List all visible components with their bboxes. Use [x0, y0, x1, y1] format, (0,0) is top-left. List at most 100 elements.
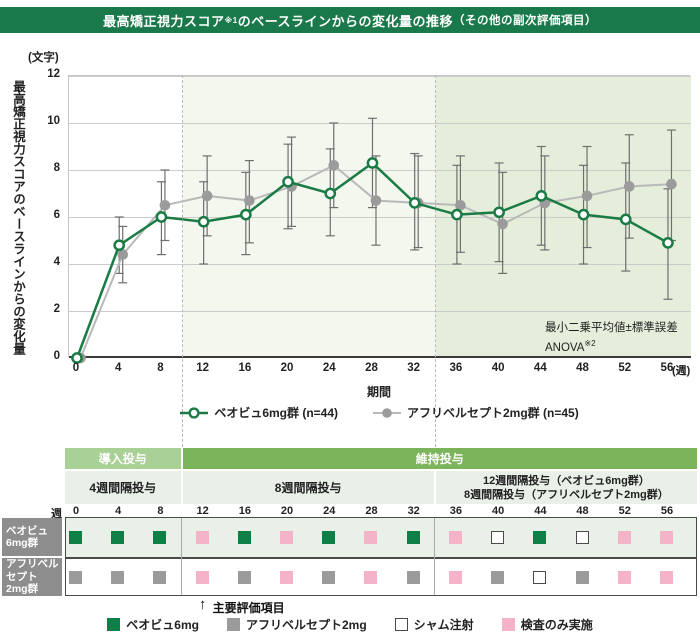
- beovu-square-icon: [107, 618, 121, 631]
- data-point-beovu-w12: [197, 215, 210, 228]
- week-label-36: 36: [449, 505, 463, 517]
- dose-square-beovu-w28-exam: [364, 531, 378, 544]
- data-point-aflibercept-w16: [244, 195, 255, 206]
- week-label-24: 24: [323, 505, 336, 517]
- x-tick-52: 52: [618, 362, 632, 374]
- sham-square-icon: [394, 618, 408, 631]
- dose-square-aflibercept-w48-afl: [575, 570, 589, 584]
- injection-legend-label: ベオビュ6mg: [126, 618, 199, 632]
- data-point-beovu-w40: [493, 206, 505, 219]
- x-tick-56: 56: [660, 362, 674, 374]
- x-tick-8: 8: [157, 362, 164, 374]
- x-tick-40: 40: [491, 362, 505, 374]
- annotation-footnote-marker: ※2: [584, 339, 596, 348]
- week-label-20: 20: [280, 505, 294, 517]
- induction-phase-band: 導入投与: [65, 448, 181, 469]
- x-tick-12: 12: [196, 362, 210, 374]
- data-point-aflibercept-w24: [328, 160, 340, 171]
- dose-square-beovu-w32-beovu: [406, 531, 420, 544]
- week-header-label: 週: [51, 508, 62, 520]
- data-point-beovu-w52: [619, 213, 632, 226]
- x-tick-20: 20: [280, 362, 294, 374]
- injection-legend-item-sham: シャム注射: [394, 616, 474, 633]
- x-tick-4: 4: [115, 362, 122, 374]
- legend-label: ベオビュ6mg群 (n=44): [214, 406, 338, 420]
- data-point-beovu-w0: [71, 352, 83, 364]
- chart-series-legend: ベオビュ6mg群 (n=44) アフリベルセプト2mg群 (n=45): [68, 404, 690, 421]
- data-point-aflibercept-w8: [159, 199, 171, 211]
- gridline-y10: [69, 123, 691, 124]
- annotation-line2: ANOVA※2: [545, 339, 596, 354]
- open-circle-marker-icon: [180, 406, 209, 419]
- x-axis-title: 期間: [366, 385, 391, 399]
- dose-square-beovu-w16-beovu: [237, 531, 251, 544]
- dose-square-aflibercept-w44-sham: [533, 570, 547, 584]
- data-point-beovu-w8: [155, 211, 168, 223]
- dose-square-beovu-w12-exam: [195, 531, 209, 544]
- dose-square-beovu-w52-exam: [617, 531, 631, 544]
- interval-3-line1: 12週間隔投与（ベオビュ6mg群）: [482, 474, 650, 487]
- dose-square-aflibercept-w36-exam: [448, 570, 462, 584]
- dose-square-aflibercept-w56-exam: [659, 570, 673, 584]
- title-footnote-marker: ※1: [224, 15, 238, 25]
- week-label-4: 4: [115, 505, 122, 517]
- y-tick-2: 2: [53, 303, 60, 315]
- x-tick-24: 24: [322, 362, 336, 374]
- filled-circle-marker-icon: [373, 407, 401, 418]
- dose-square-aflibercept-w28-exam: [364, 570, 378, 584]
- data-point-aflibercept-w28: [370, 195, 382, 206]
- dose-square-beovu-w36-exam: [448, 531, 462, 544]
- x-tick-28: 28: [365, 362, 378, 374]
- y-axis-unit-label: (文字): [28, 52, 59, 64]
- row-separator: [66, 557, 696, 559]
- dose-square-beovu-w48-sham: [575, 531, 589, 544]
- injection-legend-item-exam: 検査のみ実施: [501, 616, 593, 633]
- data-point-beovu-w16: [239, 208, 252, 221]
- interval-cell-q12w-q8w: 12週間隔投与（ベオビュ6mg群） 8週間隔投与（アフリベルセプト2mg群）: [435, 471, 697, 504]
- legend-item-beovu: ベオビュ6mg群 (n=44): [179, 404, 338, 421]
- gridline-y2: [69, 311, 691, 312]
- week-label-28: 28: [365, 505, 378, 517]
- data-point-aflibercept-w52: [623, 181, 635, 192]
- phase-boundary-week-10: [181, 75, 183, 447]
- row-label-aflibercept: アフリベルセプト 2mg群: [2, 558, 62, 596]
- gridline-y4: [69, 264, 691, 265]
- dose-square-aflibercept-w20-exam: [280, 570, 294, 584]
- primary-endpoint-label: 主要評価項目: [212, 601, 285, 615]
- dose-square-beovu-w24-beovu: [322, 531, 336, 544]
- data-point-aflibercept-w56: [666, 178, 677, 190]
- week-label-56: 56: [660, 505, 674, 517]
- dose-square-beovu-w44-beovu: [533, 531, 547, 544]
- row-label-beovu: ベオビュ 6mg群: [2, 518, 62, 556]
- data-point-beovu-w4: [113, 239, 126, 252]
- injection-legend-label: 検査のみ実施: [520, 618, 593, 632]
- week-label-12: 12: [196, 505, 209, 517]
- dose-square-aflibercept-w24-afl: [322, 570, 336, 584]
- data-point-aflibercept-w40: [497, 218, 508, 230]
- week-label-32: 32: [407, 505, 420, 517]
- x-axis-line: [69, 356, 691, 358]
- title-rest: のベースラインからの変化量の推移: [237, 13, 454, 29]
- week-label-16: 16: [238, 505, 251, 517]
- dose-square-beovu-w56-exam: [659, 531, 673, 544]
- page-title: 最高矯正視力スコア ※1 のベースラインからの変化量の推移 （その他の副次評価項目）: [0, 7, 700, 33]
- x-axis-unit-label: (週): [672, 365, 691, 377]
- injection-legend-label: アフリベルセプト2mg: [245, 618, 367, 632]
- legend-label: アフリベルセプト2mg群 (n=45): [407, 406, 579, 420]
- data-point-aflibercept-w4: [117, 249, 129, 260]
- data-point-beovu-w36: [451, 208, 463, 221]
- data-point-aflibercept-w48: [581, 190, 593, 202]
- data-point-aflibercept-w12: [201, 190, 213, 202]
- week-label-52: 52: [618, 505, 631, 517]
- table-phase-separator-week-10: [181, 518, 183, 595]
- dose-square-aflibercept-w0-afl: [69, 570, 82, 584]
- maintenance-phase-band: 維持投与: [182, 448, 697, 469]
- data-point-beovu-w28: [366, 157, 379, 169]
- y-tick-8: 8: [53, 162, 60, 174]
- week-label-0: 0: [72, 505, 80, 517]
- dose-square-aflibercept-w8-afl: [153, 570, 167, 584]
- exam-square-icon: [501, 618, 515, 631]
- table-phase-separator-week-34: [434, 518, 436, 595]
- injection-legend-item-afl: アフリベルセプト2mg: [226, 616, 367, 633]
